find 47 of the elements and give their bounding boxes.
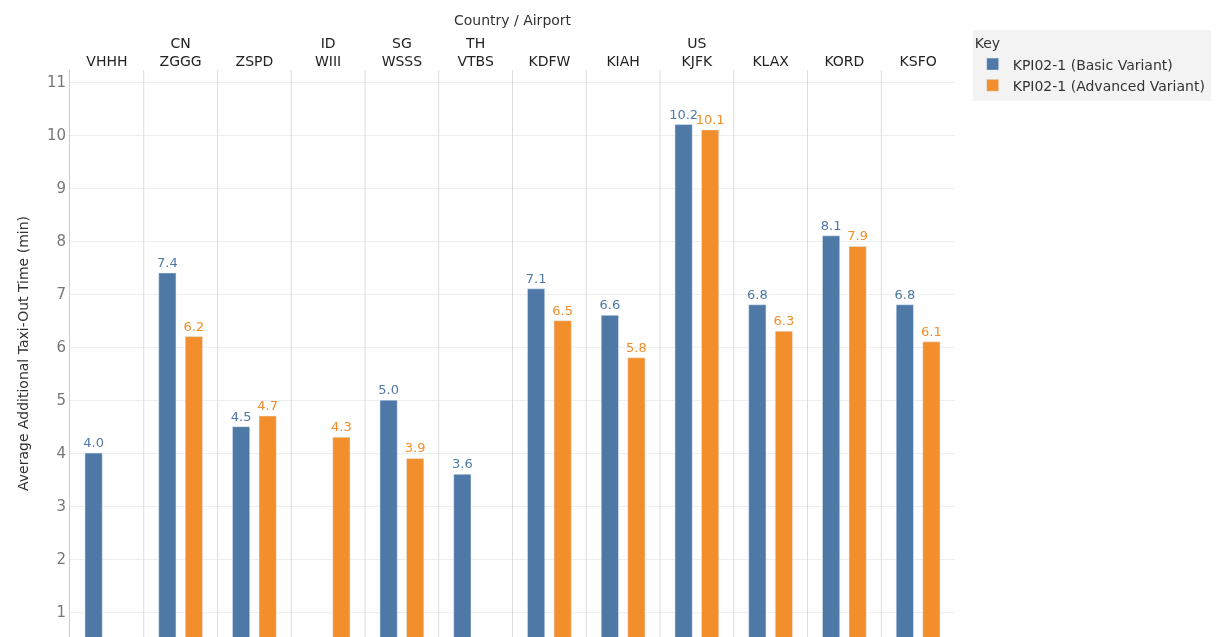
y-tick-label: 9 bbox=[56, 179, 66, 198]
data-label: 7.4 bbox=[157, 254, 178, 270]
data-label: 6.6 bbox=[599, 297, 621, 313]
legend-title: Key bbox=[974, 35, 1001, 52]
y-tick-label: 5 bbox=[56, 391, 66, 410]
x-tick-label: CN ZGGG bbox=[159, 35, 202, 70]
data-label: 6.2 bbox=[183, 318, 205, 334]
y-tick-label: 10 bbox=[46, 126, 66, 145]
x-tick-label: ID WIII bbox=[315, 35, 342, 70]
data-label: 5.0 bbox=[378, 382, 399, 398]
x-tick-label: KIAH bbox=[606, 53, 640, 70]
data-label: 7.1 bbox=[525, 270, 547, 286]
data-label: 3.6 bbox=[452, 456, 473, 472]
x-tick-label: VHHH bbox=[86, 53, 128, 70]
data-label: 6.8 bbox=[894, 286, 916, 302]
y-tick-label: 6 bbox=[56, 338, 66, 357]
x-tick-label: ZSPD bbox=[235, 53, 274, 70]
data-label: 4.5 bbox=[230, 408, 252, 424]
data-label: 6.3 bbox=[773, 313, 795, 329]
x-tick-label: TH VTBS bbox=[457, 35, 494, 70]
y-tick-label: 1 bbox=[56, 603, 66, 622]
data-label: 3.9 bbox=[404, 440, 426, 456]
data-label: 7.9 bbox=[847, 228, 868, 244]
data-label: 4.7 bbox=[257, 398, 278, 414]
x-tick-label: US KJFK bbox=[681, 35, 713, 70]
data-label: 6.8 bbox=[747, 286, 768, 302]
x-tick-label: KSFO bbox=[899, 53, 937, 70]
y-axis-title: Average Additional Taxi-Out Time (min) bbox=[14, 216, 31, 491]
y-tick-label: 8 bbox=[56, 232, 66, 251]
y-tick-label: 7 bbox=[56, 285, 66, 304]
data-label: 8.1 bbox=[820, 217, 842, 233]
data-label: 6.1 bbox=[921, 323, 942, 339]
y-tick-label: 2 bbox=[56, 550, 66, 569]
x-tick-label: KLAX bbox=[752, 53, 790, 70]
data-label: 4.0 bbox=[83, 435, 104, 451]
y-tick-label: 3 bbox=[56, 497, 66, 516]
x-tick-label: KORD bbox=[824, 53, 865, 70]
x-tick-label: SG WSSS bbox=[381, 35, 423, 70]
x-axis-title: Country / Airport bbox=[453, 11, 572, 28]
y-tick-label: 4 bbox=[56, 444, 66, 463]
y-tick-label: 11 bbox=[46, 73, 66, 92]
legend-label: KPI02-1 (Advanced Variant) bbox=[1012, 77, 1205, 94]
legend-label: KPI02-1 (Basic Variant) bbox=[1012, 56, 1173, 73]
data-label: 4.3 bbox=[331, 419, 352, 435]
data-label: 5.8 bbox=[626, 339, 647, 355]
data-label: 6.5 bbox=[552, 302, 573, 318]
x-tick-label: KDFW bbox=[528, 53, 571, 70]
